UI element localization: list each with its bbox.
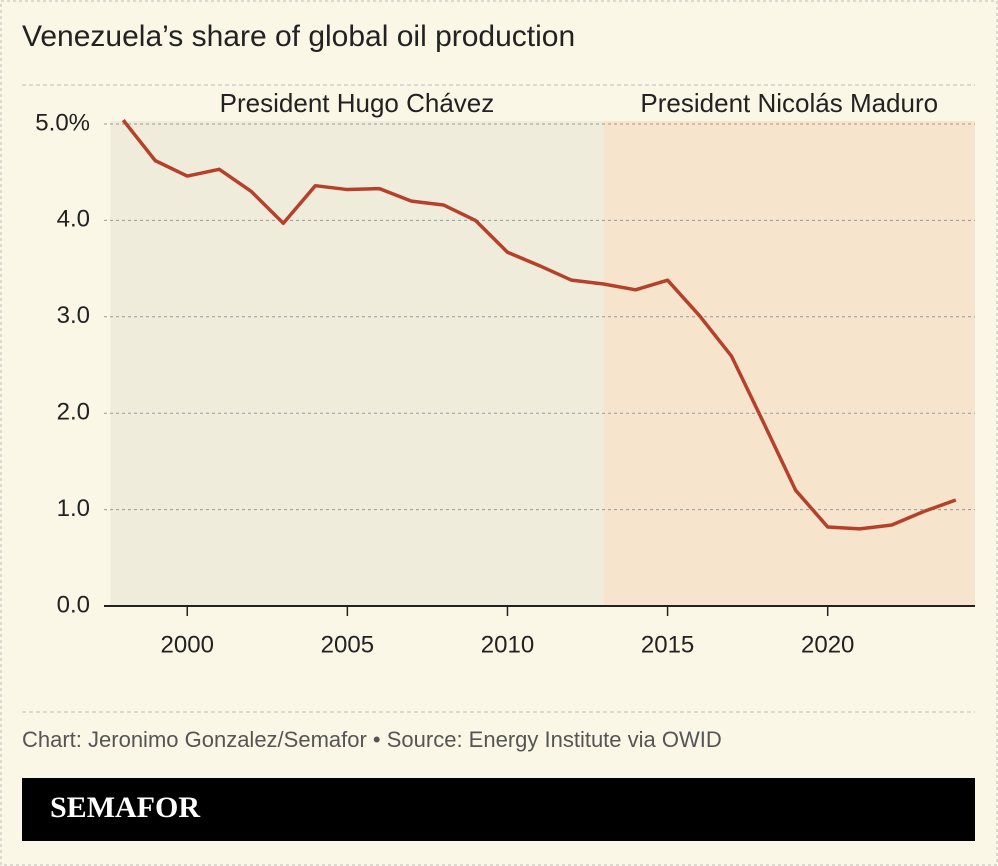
region-label: President Hugo Chávez [220, 88, 495, 118]
region-label: President Nicolás Maduro [640, 88, 938, 118]
x-tick-label: 2010 [481, 631, 534, 658]
y-tick-label: 3.0 [57, 302, 90, 329]
y-tick-label: 2.0 [57, 399, 90, 426]
chart-title: Venezuela’s share of global oil producti… [22, 20, 575, 53]
y-tick-label: 1.0 [57, 495, 90, 522]
x-tick-label: 2000 [161, 631, 214, 658]
x-tick-label: 2015 [641, 631, 694, 658]
x-tick-label: 2020 [801, 631, 854, 658]
data-line [121, 119, 957, 531]
y-tick-label: 0.0 [57, 591, 90, 618]
x-tick-label: 2005 [321, 631, 374, 658]
plot-area: President Hugo Chávez President Nicolás M… [35, 88, 975, 658]
region-shade [603, 121, 975, 606]
y-tick-label: 4.0 [57, 206, 90, 233]
brand-logo: SEMAFOR [50, 791, 200, 824]
source-note: Chart: Jeronimo Gonzalez/Semafor • Sourc… [22, 727, 722, 752]
region-shade [110, 121, 604, 606]
brand-bar [22, 778, 975, 841]
y-tick-label: 5.0% [35, 109, 90, 136]
